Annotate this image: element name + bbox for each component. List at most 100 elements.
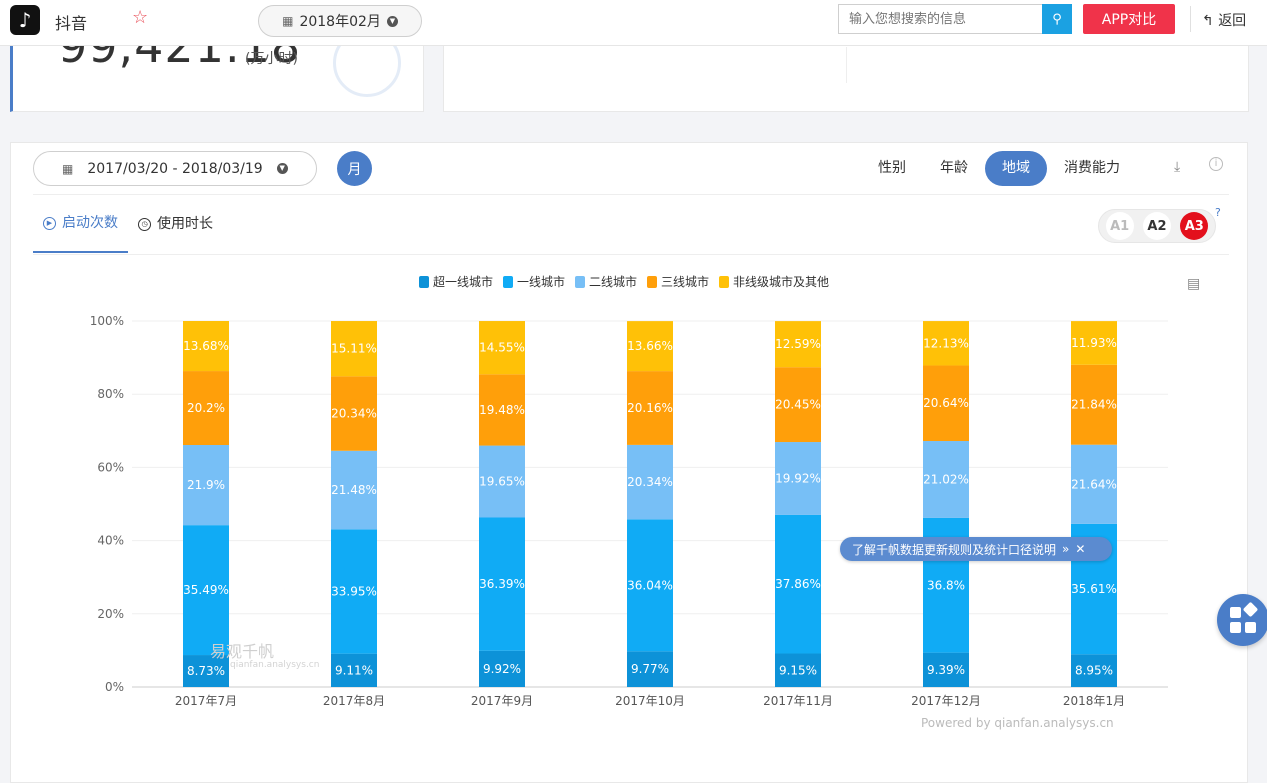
usage-total-unit: (万小时) <box>245 51 298 67</box>
legend-swatch <box>647 276 657 288</box>
date-range-value: 2017/03/20 - 2018/03/19 <box>87 160 263 177</box>
data-label: 37.86% <box>775 577 821 591</box>
legend-swatch <box>575 276 585 288</box>
watermark-url: qianfan.analysys.cn <box>230 660 320 670</box>
divider <box>846 47 847 83</box>
bar-segment <box>923 441 969 518</box>
favorite-star-icon[interactable]: ☆ <box>132 7 149 28</box>
summary-card-right <box>443 40 1249 112</box>
data-table-icon[interactable]: ▤ <box>1187 276 1201 292</box>
y-tick-label: 100% <box>90 314 124 328</box>
x-tick-label: 2017年12月 <box>911 694 981 708</box>
app-compare-button[interactable]: APP对比 <box>1083 4 1175 34</box>
download-icon[interactable]: ⤓ <box>1174 159 1181 175</box>
level-a2-button[interactable]: A2 <box>1142 212 1171 240</box>
dimension-tabs: 性别 年龄 地域 消费能力 <box>861 151 1137 186</box>
data-label: 35.49% <box>183 583 229 597</box>
bar-segment <box>479 650 525 687</box>
x-tick-label: 2018年1月 <box>1063 694 1125 708</box>
data-label: 20.64% <box>923 396 969 410</box>
data-label: 21.64% <box>1071 477 1117 491</box>
y-tick-label: 40% <box>97 534 124 548</box>
clock-icon: ◷ <box>138 217 151 231</box>
tab-gender[interactable]: 性别 <box>878 160 906 176</box>
data-rules-text: 了解千帆数据更新规则及统计口径说明 <box>852 542 1057 557</box>
chevron-down-icon: ▼ <box>386 15 398 27</box>
bar-segment <box>1071 654 1117 687</box>
tab-region[interactable]: 地域 <box>985 151 1047 186</box>
x-tick-label: 2017年11月 <box>763 694 833 708</box>
divider <box>33 194 1229 195</box>
y-tick-label: 20% <box>97 607 124 621</box>
powered-by-text: Powered by qianfan.analysys.cn <box>921 716 1114 730</box>
x-tick-label: 2017年7月 <box>175 694 237 708</box>
close-icon[interactable]: ✕ <box>1075 542 1086 556</box>
search-button[interactable]: ⚲ <box>1042 4 1072 34</box>
help-icon[interactable]: ? <box>1215 206 1221 219</box>
bar-segment <box>479 374 525 446</box>
bar-segment <box>923 652 969 687</box>
data-label: 36.8% <box>927 578 965 592</box>
data-label: 35.61% <box>1071 582 1117 596</box>
info-icon[interactable]: i <box>1209 157 1223 171</box>
x-tick-label: 2017年10月 <box>615 694 685 708</box>
grid-icon <box>1230 622 1241 633</box>
back-button[interactable]: ↰ 返回 <box>1202 10 1246 30</box>
bar-segment <box>775 442 821 515</box>
level-a3-button[interactable]: A3 <box>1180 212 1209 240</box>
data-label: 12.59% <box>775 337 821 351</box>
data-label: 20.34% <box>627 475 673 489</box>
bar-segment <box>627 321 673 372</box>
data-label: 19.92% <box>775 471 821 485</box>
data-label: 21.48% <box>331 483 377 497</box>
bar-segment <box>627 651 673 687</box>
tab-launch-count-label: 启动次数 <box>62 215 118 231</box>
back-arrow-icon: ↰ <box>1202 13 1214 29</box>
bar-segment <box>479 517 525 651</box>
clock-icon <box>333 41 401 97</box>
bar-segment <box>1071 321 1117 365</box>
calendar-icon: ▦ <box>282 14 294 28</box>
bar-segment <box>775 321 821 368</box>
top-bar: ♪ 抖音 ☆ ▦ 2018年02月 ▼ ⚲ APP对比 ↰ 返回 <box>0 0 1267 46</box>
period-month-button[interactable]: 月 <box>337 151 372 186</box>
bar-segment <box>331 321 377 377</box>
search-icon: ⚲ <box>1052 11 1062 27</box>
double-chevron-right-icon[interactable]: » <box>1062 542 1070 556</box>
tab-spending-power[interactable]: 消费能力 <box>1064 160 1120 176</box>
data-label: 21.9% <box>187 478 225 492</box>
month-picker[interactable]: ▦ 2018年02月 ▼ <box>258 5 422 37</box>
data-label: 9.11% <box>335 663 373 677</box>
divider <box>1190 6 1191 32</box>
data-label: 13.68% <box>183 339 229 353</box>
data-label: 9.39% <box>927 663 965 677</box>
data-label: 19.65% <box>479 475 525 489</box>
bar-segment <box>183 371 229 446</box>
search-input[interactable] <box>838 4 1043 34</box>
summary-card: 99,421.18 (万小时) <box>10 40 424 112</box>
data-label: 9.92% <box>483 662 521 676</box>
data-label: 33.95% <box>331 585 377 599</box>
bar-segment <box>923 321 969 366</box>
tab-launch-count[interactable]: ▶ 启动次数 <box>33 195 128 253</box>
legend-label: 超一线城市 <box>433 274 493 289</box>
bar-segment <box>331 376 377 451</box>
y-tick-label: 80% <box>97 387 124 401</box>
y-tick-label: 0% <box>105 680 124 694</box>
data-label: 36.39% <box>479 577 525 591</box>
x-tick-label: 2017年8月 <box>323 694 385 708</box>
data-label: 21.02% <box>923 472 969 486</box>
legend-swatch <box>419 276 429 288</box>
play-icon: ▶ <box>43 216 56 230</box>
data-label: 20.34% <box>331 407 377 421</box>
tab-usage-duration[interactable]: ◷ 使用时长 <box>128 195 223 253</box>
bar-segment <box>479 445 525 518</box>
tab-age[interactable]: 年龄 <box>940 160 968 176</box>
bar-segment <box>627 519 673 652</box>
floating-apps-button[interactable] <box>1217 594 1267 646</box>
metric-tabs: ▶ 启动次数 ◷ 使用时长 <box>33 195 223 255</box>
data-rules-banner[interactable]: 了解千帆数据更新规则及统计口径说明 » ✕ <box>840 537 1112 561</box>
level-a1-button[interactable]: A1 <box>1105 212 1134 240</box>
date-range-picker[interactable]: ▦ 2017/03/20 - 2018/03/19 ▼ <box>33 151 317 186</box>
